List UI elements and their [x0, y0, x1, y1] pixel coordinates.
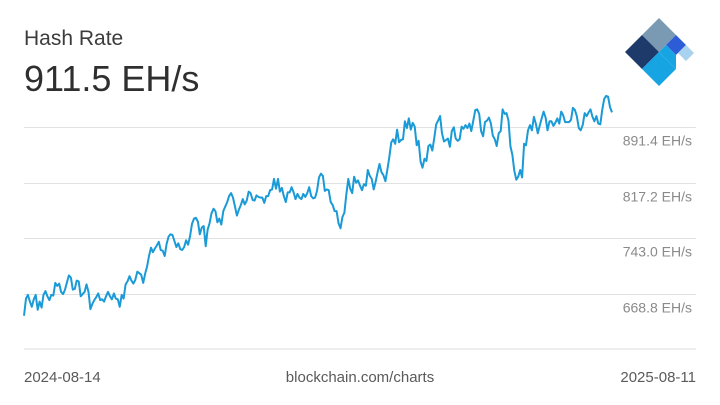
- logo-right-small-diamond: [678, 45, 694, 61]
- blockchain-logo-icon[interactable]: [622, 16, 696, 90]
- y-tick-label-1: 743.0 EH/s: [623, 244, 692, 260]
- start-date-label: 2024-08-14: [24, 369, 101, 386]
- source-link[interactable]: blockchain.com/charts: [285, 369, 435, 386]
- hash-rate-series-line: [23, 94, 613, 316]
- current-value: 911.5 EH/s: [24, 58, 200, 99]
- logo-mid-diamond: [659, 45, 676, 69]
- y-tick-label-0: 668.8 EH/s: [623, 300, 692, 316]
- end-date-label: 2025-08-11: [620, 369, 696, 386]
- y-tick-label-2: 817.2 EH/s: [623, 189, 692, 205]
- chart-title: Hash Rate: [24, 27, 124, 50]
- y-tick-label-3: 891.4 EH/s: [623, 133, 692, 149]
